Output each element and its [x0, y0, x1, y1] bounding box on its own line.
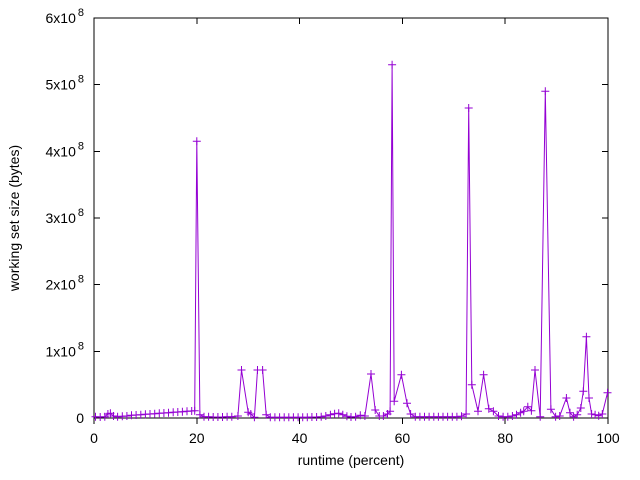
x-tick-label: 60 [395, 430, 411, 446]
axis-ticks [93, 17, 609, 424]
x-axis-title: runtime (percent) [298, 452, 405, 468]
y-tick-label: 0 [76, 410, 84, 426]
y-tick-label: 5x10 8 [46, 74, 84, 93]
y-tick-label: 4x10 8 [46, 140, 84, 159]
chart-generated: 0 20 40 60 80 100 0 1x10 8 2x10 8 3x10 8 4x10 8 5x10 8 6x… [46, 7, 620, 446]
x-tick-label: 20 [189, 430, 205, 446]
y-tick-label: 6x10 8 [46, 7, 84, 26]
series-markers [91, 60, 612, 422]
plot-border [93, 17, 609, 419]
y-tick-label: 2x10 8 [46, 274, 84, 293]
x-tick-label: 100 [596, 430, 620, 446]
y-tick-label: 3x10 8 [46, 207, 84, 226]
y-axis-title: working set size (bytes) [6, 145, 22, 292]
series-line [95, 64, 608, 419]
x-tick-label: 80 [497, 430, 513, 446]
y-tick-label: 1x10 8 [46, 340, 84, 359]
x-tick-label: 0 [90, 430, 98, 446]
x-tick-label: 40 [292, 430, 308, 446]
